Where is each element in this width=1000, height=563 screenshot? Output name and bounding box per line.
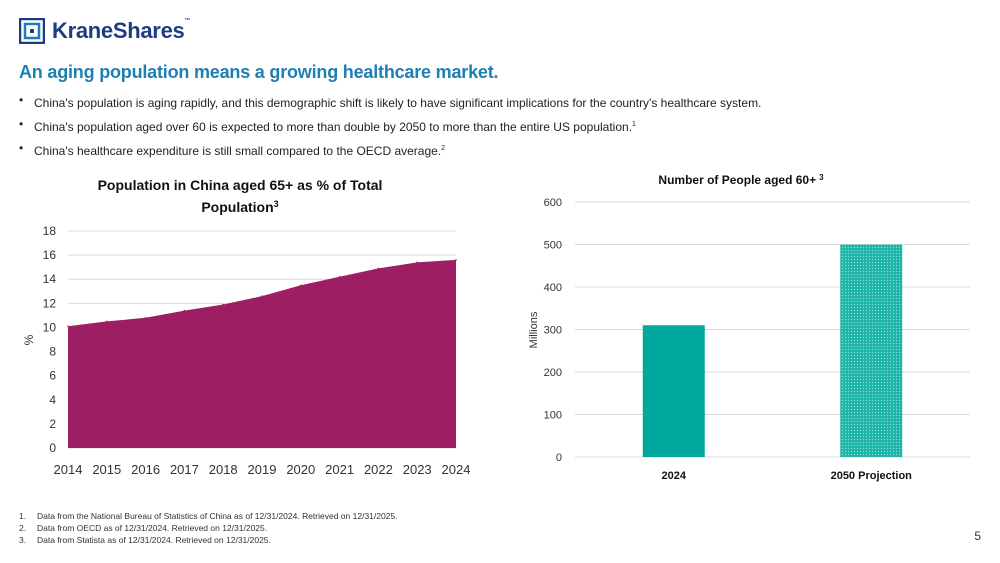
bar	[642, 325, 705, 457]
population-65-area-chart: 0 2 4 6 8 10 12 14 16 18 2014 2015 2016 2017 2018 2019 2…	[10, 170, 480, 485]
data-point	[222, 303, 224, 306]
x-tick-label: 2015	[92, 462, 121, 477]
y-tick-label: 6	[49, 369, 56, 383]
data-point	[377, 267, 380, 270]
footnote: 3. Data from Statista as of 12/31/2024. R…	[19, 535, 271, 545]
chart-title: Number of People aged 60+ 3	[658, 173, 824, 187]
bar	[840, 244, 903, 457]
company-logo: KraneShares™	[18, 17, 191, 45]
y-axis-label: Millions	[528, 311, 540, 348]
area-chart-svg: 0 2 4 6 8 10 12 14 16 18 2014 2015 2016 2017 2018 2019 2…	[22, 177, 471, 477]
x-tick-label: 2022	[364, 462, 393, 477]
bullet-list: China's population is aging rapidly, and…	[19, 92, 761, 164]
chart-title: Population in China aged 65+ as % of Tot…	[98, 177, 383, 193]
bar-chart-svg: 0 100 200 300 400 500 600 2024 2050 Projection Mi…	[528, 173, 970, 482]
y-tick-label: 600	[544, 197, 562, 209]
x-tick-label: 2024	[662, 470, 687, 482]
y-tick-label: 2	[49, 417, 56, 431]
bullet-item: China's population is aging rapidly, and…	[19, 92, 761, 116]
y-tick-label: 300	[544, 325, 562, 337]
x-tick-label: 2014	[54, 462, 83, 477]
x-tick-label: 2019	[248, 462, 277, 477]
page-number: 5	[974, 529, 981, 543]
x-tick-label: 2018	[209, 462, 238, 477]
y-tick-label: 100	[544, 410, 562, 422]
y-tick-label: 0	[49, 441, 56, 455]
y-axis-label: %	[22, 334, 36, 345]
data-point	[106, 320, 108, 323]
chart-title: Population3	[201, 199, 278, 215]
data-point	[144, 317, 147, 319]
data-point	[67, 325, 69, 328]
data-point	[455, 259, 457, 261]
y-tick-label: 4	[49, 393, 56, 407]
x-tick-label: 2016	[131, 462, 160, 477]
x-tick-label: 2017	[170, 462, 199, 477]
area-series	[68, 259, 456, 448]
bullet-item: China's healthcare expenditure is still …	[19, 140, 761, 164]
y-tick-label: 400	[544, 282, 562, 294]
x-tick-label: 2020	[286, 462, 315, 477]
y-tick-label: 14	[43, 272, 57, 286]
data-point	[416, 261, 419, 264]
page-title: An aging population means a growing heal…	[19, 62, 499, 82]
y-tick-label: 16	[43, 248, 57, 262]
y-tick-label: 12	[43, 296, 57, 310]
y-tick-label: 10	[43, 320, 57, 334]
x-tick-label: 2023	[403, 462, 432, 477]
footnotes: 1. Data from the National Bureau of Stati…	[19, 510, 398, 546]
y-tick-label: 8	[49, 345, 56, 359]
y-tick-label: 500	[544, 240, 562, 252]
x-tick-label: 2021	[325, 462, 354, 477]
data-point	[338, 276, 341, 278]
bullet-item: China's population aged over 60 is expec…	[19, 116, 761, 140]
footnote: 2. Data from OECD as of 12/31/2024. Retri…	[19, 523, 268, 533]
x-tick-label: 2024	[442, 462, 471, 477]
y-tick-label: 0	[556, 452, 562, 464]
data-point	[183, 309, 186, 312]
kraneshares-logo-icon	[18, 17, 46, 45]
y-tick-label: 18	[43, 224, 57, 238]
people-60-bar-chart: 0 100 200 300 400 500 600 2024 2050 Projection Mi…	[520, 165, 990, 490]
data-point	[261, 295, 263, 297]
footnote: 1. Data from the National Bureau of Stati…	[19, 511, 398, 521]
data-point	[300, 284, 302, 287]
logo-wordmark: KraneShares™	[52, 18, 191, 43]
x-tick-label: 2050 Projection	[831, 470, 913, 482]
y-tick-label: 200	[544, 367, 562, 379]
